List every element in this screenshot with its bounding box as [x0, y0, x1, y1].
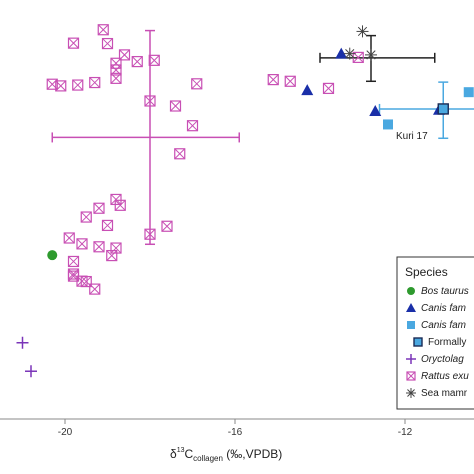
legend-marker-6 [406, 388, 416, 398]
series-5 [17, 337, 38, 377]
data-point-0-24 [94, 203, 104, 213]
series-2 [383, 86, 474, 129]
legend-marker-0 [407, 287, 415, 295]
legend-label-4: Oryctolag [421, 354, 464, 365]
data-point-0-6 [132, 57, 142, 67]
data-point-0-22 [111, 194, 121, 204]
legend-marker-2 [407, 321, 415, 329]
series-0 [47, 25, 363, 294]
data-point-0-14 [171, 101, 181, 111]
data-point-0-8 [73, 80, 83, 90]
data-point-0-17 [175, 149, 185, 159]
legend-marker-3 [414, 338, 422, 346]
error-bar-0 [52, 31, 239, 245]
series-4 [47, 250, 57, 260]
data-point-0-2 [69, 38, 79, 48]
data-point-5-0 [17, 337, 29, 349]
data-point-0-39 [90, 284, 100, 294]
x-axis: -20 -16 -12 [0, 419, 474, 438]
legend-label-2: Canis fam [421, 320, 466, 331]
legend-label-6: Sea mamr [421, 388, 468, 399]
series-3 [438, 104, 448, 114]
data-point-0-20 [324, 83, 334, 93]
legend: Species Bos taurus Canis fam Canis fam Form… [397, 257, 474, 409]
data-point-0-15 [188, 121, 198, 131]
data-point-0-34 [69, 256, 79, 266]
legend-label-1: Canis fam [421, 303, 466, 314]
data-point-0-19 [285, 76, 295, 86]
data-point-0-30 [77, 239, 87, 249]
data-point-0-23 [115, 200, 125, 210]
data-point-4-0 [47, 250, 57, 260]
data-point-0-26 [103, 220, 113, 230]
data-point-0-29 [64, 233, 74, 243]
data-point-6-2 [365, 49, 377, 61]
data-point-0-1 [103, 39, 113, 49]
legend-label-0: Bos taurus [421, 286, 469, 297]
data-point-6-1 [344, 48, 356, 60]
data-point-0-31 [94, 242, 104, 252]
annotation-kuri-17: Kuri 17 [396, 131, 428, 142]
error-bar-2 [380, 82, 474, 138]
legend-label-3: Formally [428, 337, 466, 348]
x-tick-label-2: -12 [398, 427, 413, 438]
data-point-2-0 [383, 119, 393, 129]
x-tick-label-1: -16 [228, 427, 243, 438]
legend-box [397, 257, 474, 409]
data-point-1-1 [301, 84, 313, 95]
data-point-0-28 [162, 221, 172, 231]
data-point-5-1 [25, 365, 37, 377]
data-point-0-16 [192, 79, 202, 89]
data-point-2-1 [464, 87, 474, 97]
x-tick-label-0: -20 [58, 427, 73, 438]
data-point-6-0 [357, 25, 369, 37]
data-point-0-25 [81, 212, 91, 222]
data-point-0-18 [268, 75, 278, 85]
legend-label-5: Rattus exu [421, 371, 469, 382]
data-point-0-0 [98, 25, 108, 35]
data-point-0-11 [90, 78, 100, 88]
x-axis-title: δ13Ccollagen (‰,VPDB) [170, 447, 282, 463]
legend-title: Species [405, 265, 448, 279]
data-point-3-0 [438, 104, 448, 114]
